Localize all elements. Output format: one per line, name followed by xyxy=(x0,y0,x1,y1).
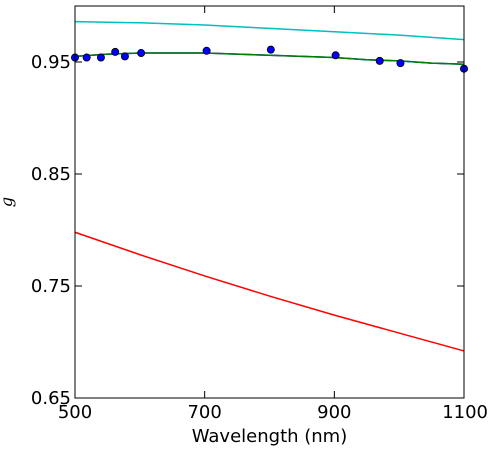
data-point xyxy=(331,51,340,60)
x-tick-label: 700 xyxy=(187,402,221,423)
data-point xyxy=(96,53,105,62)
plot-background xyxy=(75,6,464,398)
data-point xyxy=(375,56,384,65)
data-point xyxy=(120,52,129,61)
x-axis-label: Wavelength (nm) xyxy=(192,426,348,447)
series-line-0 xyxy=(74,20,465,41)
x-tick-label: 500 xyxy=(58,402,92,423)
data-point xyxy=(111,47,120,56)
data-point xyxy=(82,53,91,62)
plot-frame xyxy=(74,5,465,399)
y-tick-label: 0.95 xyxy=(31,52,71,73)
data-point xyxy=(137,49,146,58)
tick-labels-layer: 500 700 900 1100 0.65 0.75 0.85 0.95 xyxy=(31,52,488,423)
y-axis-label: g xyxy=(0,197,16,207)
x-tick-label: 1100 xyxy=(442,402,488,423)
data-point xyxy=(202,46,211,55)
y-tick-label: 0.75 xyxy=(31,276,71,297)
series-line-1 xyxy=(74,231,465,352)
series-layer xyxy=(71,20,468,352)
data-point xyxy=(396,59,405,68)
y-tick-label: 0.65 xyxy=(31,388,71,409)
data-point xyxy=(266,45,275,54)
x-tick-label: 900 xyxy=(317,402,351,423)
plot-area xyxy=(71,5,468,399)
y-tick-label: 0.85 xyxy=(31,164,71,185)
